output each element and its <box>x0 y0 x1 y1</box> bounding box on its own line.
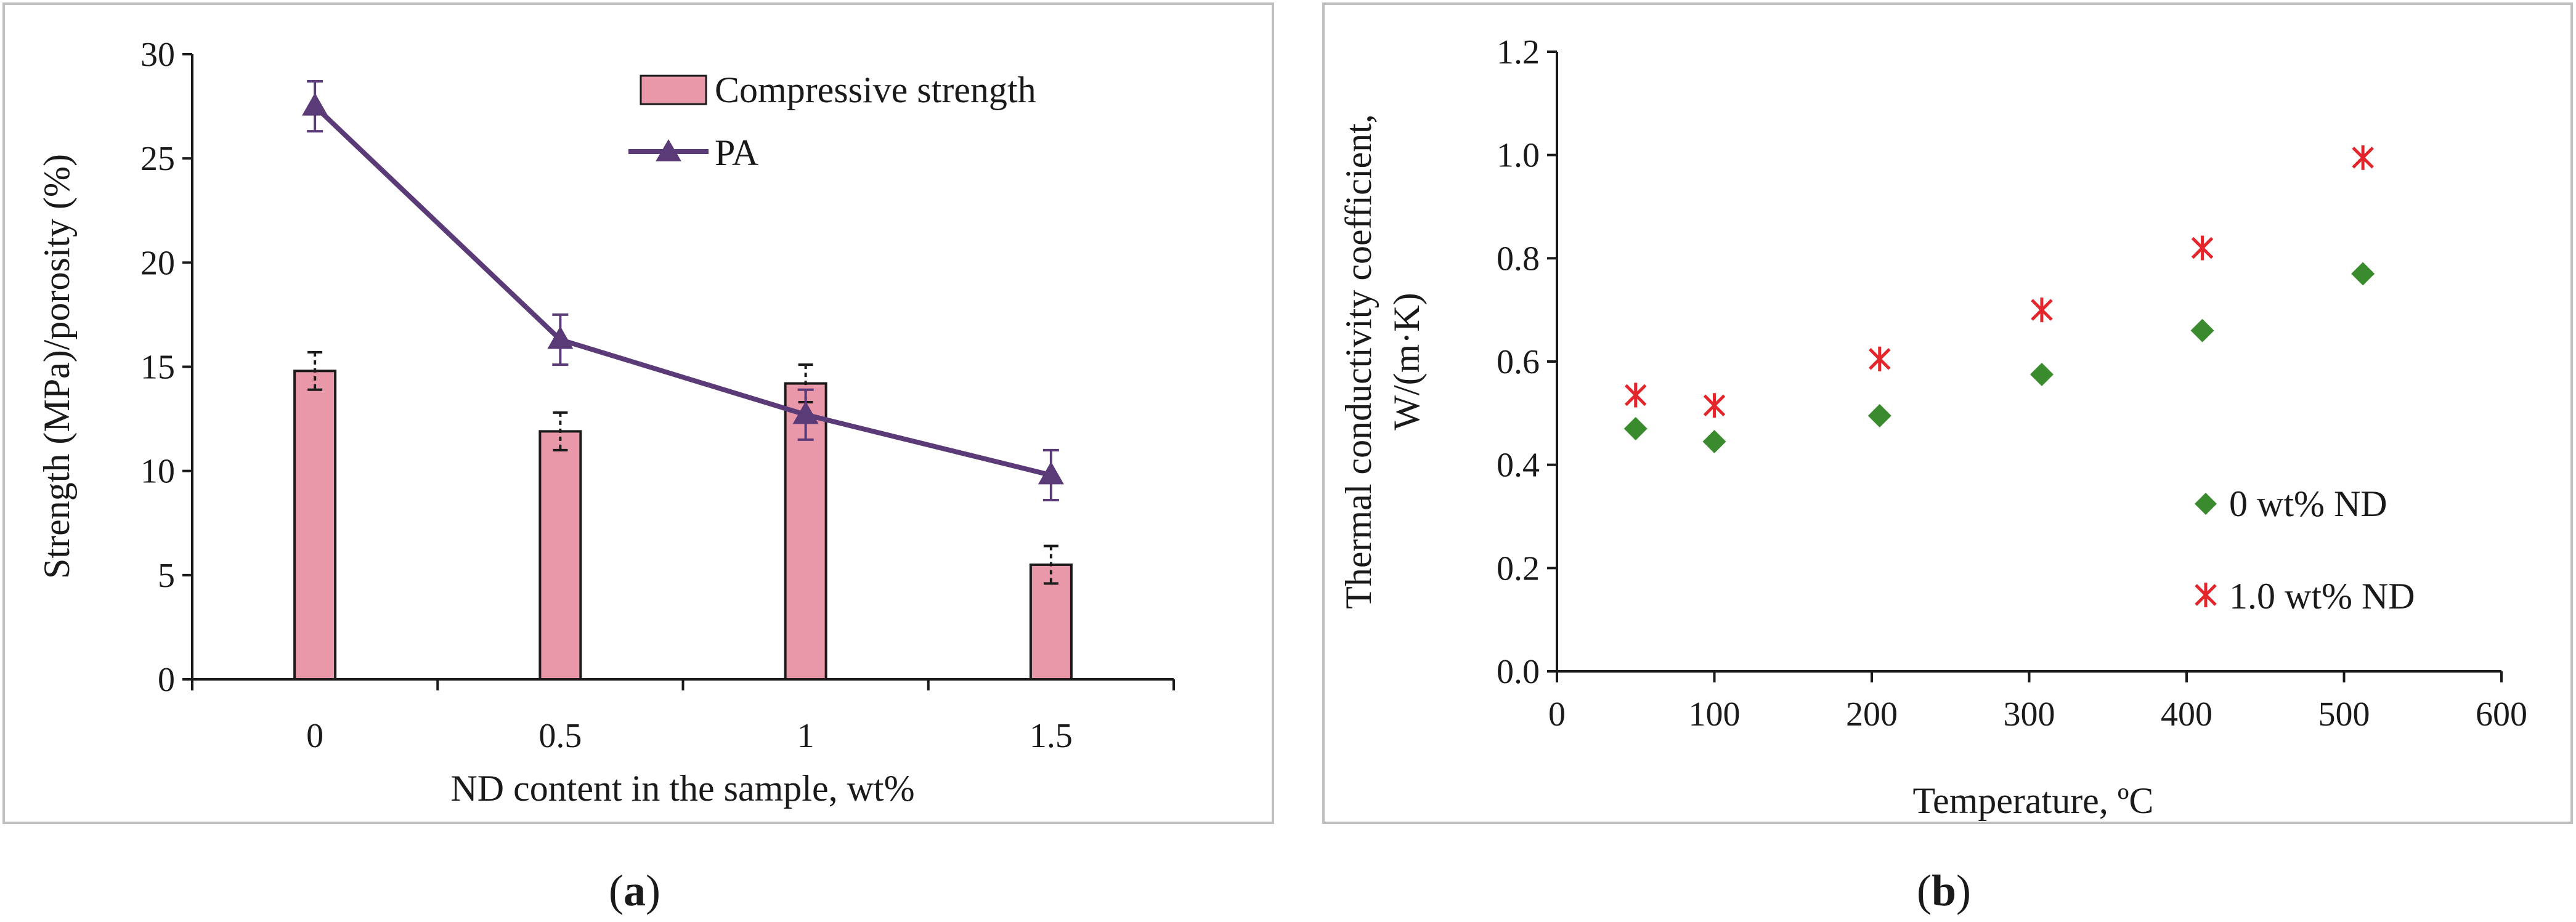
legend-swatch-compressive-strength <box>640 75 707 105</box>
point-1wt-nd <box>1624 382 1647 408</box>
panel-label-a-letter: a <box>624 866 646 915</box>
chart-b-x-ticks: 0 100 200 300 400 500 600 <box>1548 671 2527 734</box>
point-0wt-nd <box>2190 318 2214 342</box>
chart-b-y-tick-label: 0.8 <box>1497 240 1540 278</box>
point-0wt-nd <box>2351 262 2375 286</box>
chart-a-y-tick-label: 30 <box>140 36 175 74</box>
point-1wt-nd <box>1703 393 1726 418</box>
point-1wt-nd <box>2352 145 2374 170</box>
chart-a-x-ticks: 0 0.5 1 1.5 <box>191 679 1175 755</box>
chart-a-y-tick-label: 5 <box>158 557 175 595</box>
chart-b-y-tick-label: 1.0 <box>1497 137 1540 175</box>
chart-b-x-tick-label: 400 <box>2161 695 2212 734</box>
point-0wt-nd <box>1867 404 1891 428</box>
panel-label-b: (b) <box>1917 866 1971 915</box>
chart-a-x-axis-label: ND content in the sample, wt% <box>450 768 914 809</box>
point-pa <box>547 326 574 349</box>
point-0wt-nd <box>1623 416 1648 440</box>
chart-b-x-tick-label: 300 <box>2004 695 2055 734</box>
chart-b-x-tick-label: 100 <box>1689 695 1741 734</box>
chart-b-x-tick-label: 0 <box>1548 695 1566 734</box>
legend-swatch-pa-marker <box>656 139 681 161</box>
chart-a-y-tick-label: 0 <box>158 661 175 699</box>
bar-compressive-strength <box>538 430 582 681</box>
point-0wt-nd <box>1702 429 1726 453</box>
point-1wt-nd <box>2191 235 2214 261</box>
point-pa <box>302 92 328 116</box>
chart-a-x-tick-label: 1.5 <box>1030 717 1073 755</box>
chart-a-y-tick-label: 25 <box>140 140 175 178</box>
legend-marker-0wt-nd <box>2195 493 2217 515</box>
point-1wt-nd <box>1869 346 1891 371</box>
chart-b-y-tick-label: 0.2 <box>1497 549 1540 588</box>
chart-b-x-tick-label: 500 <box>2318 695 2370 734</box>
chart-b-y-tick-label: 0.4 <box>1497 447 1540 485</box>
chart-a-x-tick-label: 0 <box>306 717 323 755</box>
legend-label-pa: PA <box>715 132 758 173</box>
chart-a-y-ticks: 0 5 10 15 20 25 30 <box>140 36 192 699</box>
chart-b-y-axis-label-line2: W/(m·K) <box>1386 293 1427 430</box>
chart-b-frame <box>1322 2 2573 824</box>
legend-label-0wt-nd: 0 wt% ND <box>2229 483 2387 524</box>
chart-b-y-tick-label: 0.6 <box>1497 343 1540 381</box>
chart-b-x-tick-label: 200 <box>1846 695 1898 734</box>
chart-b-x-axis-label: Temperature, ºC <box>1913 780 2154 821</box>
chart-b-y-tick-label: 1.2 <box>1497 33 1540 71</box>
chart-b-x-tick-label: 600 <box>2476 695 2527 734</box>
chart-b-y-axis-label-line1: Thermal conductivity coefficient, <box>1338 114 1379 609</box>
chart-b-marks <box>1623 145 2375 453</box>
chart-a: 0 5 10 15 20 25 30 0 0.5 1 1.5 ND content in the … <box>2 2 1274 915</box>
error-bar-compressive-strength <box>1043 544 1058 585</box>
chart-a-x-tick-label: 0.5 <box>538 717 582 755</box>
chart-b-y-tick-label: 0.0 <box>1497 653 1540 691</box>
legend-label-compressive-strength: Compressive strength <box>715 70 1036 110</box>
chart-a-y-tick-label: 15 <box>140 349 175 387</box>
line-pa <box>313 104 1052 478</box>
point-1wt-nd <box>2031 297 2053 323</box>
point-pa <box>792 401 819 424</box>
chart-a-legend: Compressive strength PA <box>628 70 1036 173</box>
error-bar-compressive-strength <box>553 411 568 451</box>
chart-a-frame <box>2 2 1274 824</box>
point-0wt-nd <box>2030 362 2054 386</box>
bar-compressive-strength <box>293 370 337 681</box>
chart-a-x-tick-label: 1 <box>797 717 815 755</box>
chart-b-y-ticks: 0.0 0.2 0.4 0.6 0.8 1.0 1.2 <box>1497 33 1557 691</box>
error-bar-compressive-strength <box>307 350 323 391</box>
panel-label-a: (a) <box>609 866 660 915</box>
legend-marker-1wt-nd <box>2195 583 2217 607</box>
chart-a-y-axis-label: Strength (MPa)/porosity (%) <box>36 154 77 579</box>
legend-label-1wt-nd: 1.0 wt% ND <box>2229 576 2415 617</box>
chart-a-y-tick-label: 10 <box>140 453 175 491</box>
point-pa <box>1038 461 1064 485</box>
panel-label-b-letter: b <box>1932 866 1956 915</box>
chart-b-legend: 0 wt% ND 1.0 wt% ND <box>2195 483 2415 617</box>
chart-b: 0.0 0.2 0.4 0.6 0.8 1.0 1.2 0 100 200 300 400 500 60… <box>1322 2 2573 915</box>
chart-a-y-tick-label: 20 <box>140 244 175 282</box>
